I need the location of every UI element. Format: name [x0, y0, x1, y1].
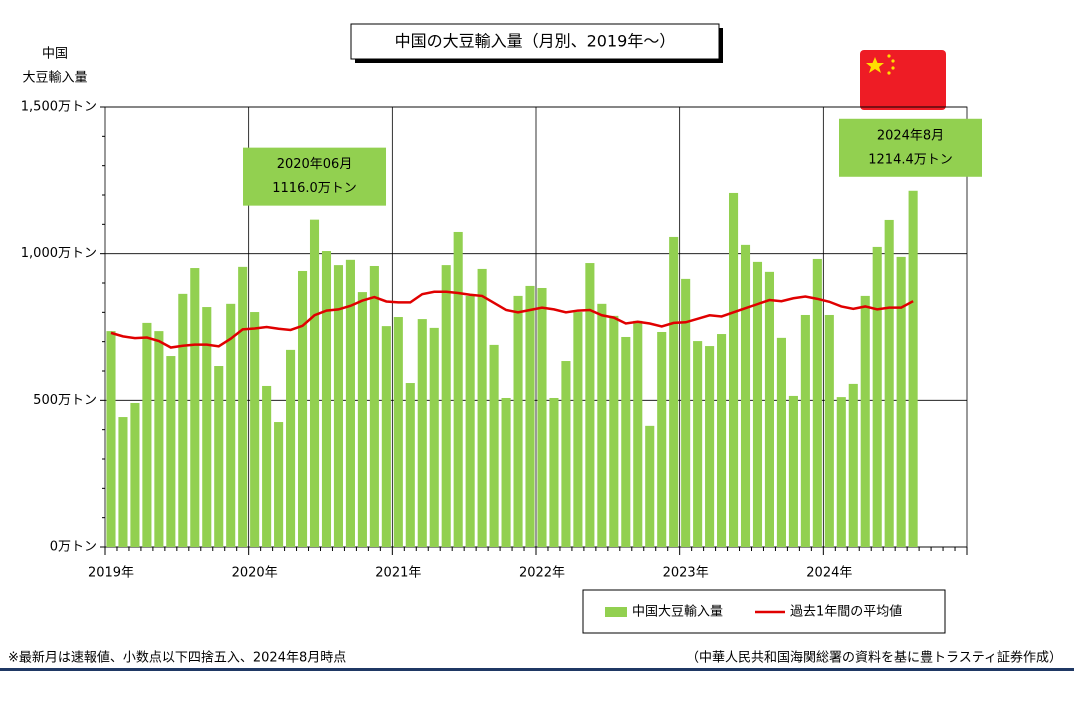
bar [824, 314, 834, 547]
bar [513, 295, 523, 547]
bar [489, 344, 499, 547]
bar [226, 303, 236, 547]
bar [776, 337, 786, 547]
bar [238, 266, 248, 547]
y-tick-label: 1,500万トン [21, 100, 97, 115]
bar [764, 271, 775, 547]
bar [274, 422, 284, 547]
footnote: ※最新月は速報値、小数点以下四捨五入、2024年8月時点 [8, 650, 346, 666]
bar [908, 190, 918, 547]
x-tick-label: 2022年 [519, 566, 565, 581]
line [110, 290, 914, 349]
y-tick-label: 1,000万トン [21, 246, 97, 261]
bar [788, 395, 798, 547]
annotation-text: 2024年8月 [877, 128, 944, 143]
bar [357, 292, 367, 547]
bar [585, 263, 595, 547]
bar [214, 366, 224, 547]
bar [405, 383, 415, 547]
bar [393, 317, 403, 547]
bar [669, 236, 679, 548]
bar [453, 231, 463, 547]
bar [262, 385, 272, 547]
footer-rule [0, 668, 1074, 671]
bar [525, 285, 535, 547]
bar [286, 349, 296, 547]
bar [633, 320, 643, 547]
bar [537, 287, 547, 547]
bar [800, 314, 810, 547]
bar [597, 303, 607, 547]
y-tick-label: 500万トン [33, 393, 97, 408]
bar [561, 361, 571, 547]
source: （中華人民共和国海関総署の資料を基に豊トラスティ証券作成） [686, 650, 1062, 666]
title-box [350, 23, 720, 60]
annotation-box [839, 118, 982, 177]
bar [345, 259, 355, 547]
bar [872, 246, 882, 548]
bar [417, 319, 427, 547]
bar [297, 270, 308, 547]
bar [728, 192, 739, 548]
bar [321, 251, 332, 547]
bar [549, 397, 559, 547]
x-tick-label: 2023年 [663, 566, 709, 581]
bar [130, 402, 140, 547]
bar [848, 383, 858, 547]
bar [465, 295, 475, 547]
bar [309, 219, 320, 547]
x-tick-label: 2021年 [375, 566, 421, 581]
chart-title: 中国の大豆輸入量（月別、2019年～） [395, 32, 676, 51]
bar [693, 341, 703, 547]
bar [106, 331, 116, 547]
y-axis-label: 中国 [42, 47, 68, 62]
bar [836, 397, 846, 547]
x-tick-label: 2020年 [232, 566, 278, 581]
bar [429, 327, 439, 547]
bar [740, 244, 751, 547]
bar [717, 334, 727, 547]
bar [896, 256, 906, 547]
annotation-text: 1116.0万トン [272, 181, 357, 196]
bar [573, 312, 583, 547]
bar [142, 322, 152, 547]
bar [477, 268, 487, 547]
bar [250, 312, 260, 547]
flag [860, 50, 946, 110]
bar [705, 346, 715, 547]
bar [812, 258, 822, 547]
annotation-box [243, 147, 387, 206]
legend-swatch [605, 607, 627, 617]
x-tick-label: 2019年 [88, 566, 134, 581]
bar [501, 397, 511, 547]
bar [609, 315, 619, 547]
bar [621, 336, 631, 547]
bar [166, 356, 176, 547]
bar [190, 268, 200, 547]
bar [657, 331, 667, 547]
bar [333, 265, 344, 547]
bar [681, 278, 691, 547]
legend-label: 中国大豆輸入量 [632, 605, 723, 620]
bar [860, 295, 870, 547]
bar [884, 219, 894, 547]
y-axis-label: 大豆輸入量 [22, 71, 87, 86]
annotation-text: 1214.4万トン [868, 152, 953, 167]
bar [369, 265, 379, 547]
bar [752, 261, 763, 547]
legend-label: 過去1年間の平均値 [790, 604, 902, 620]
bar [441, 265, 451, 547]
bar [118, 417, 128, 547]
bar [178, 293, 188, 547]
bar [381, 326, 391, 547]
bar [154, 331, 164, 547]
x-tick-label: 2024年 [806, 566, 852, 581]
bar [202, 307, 212, 547]
bar [645, 425, 655, 547]
y-tick-label: 0万トン [50, 540, 97, 555]
annotation-text: 2020年06月 [277, 157, 353, 172]
